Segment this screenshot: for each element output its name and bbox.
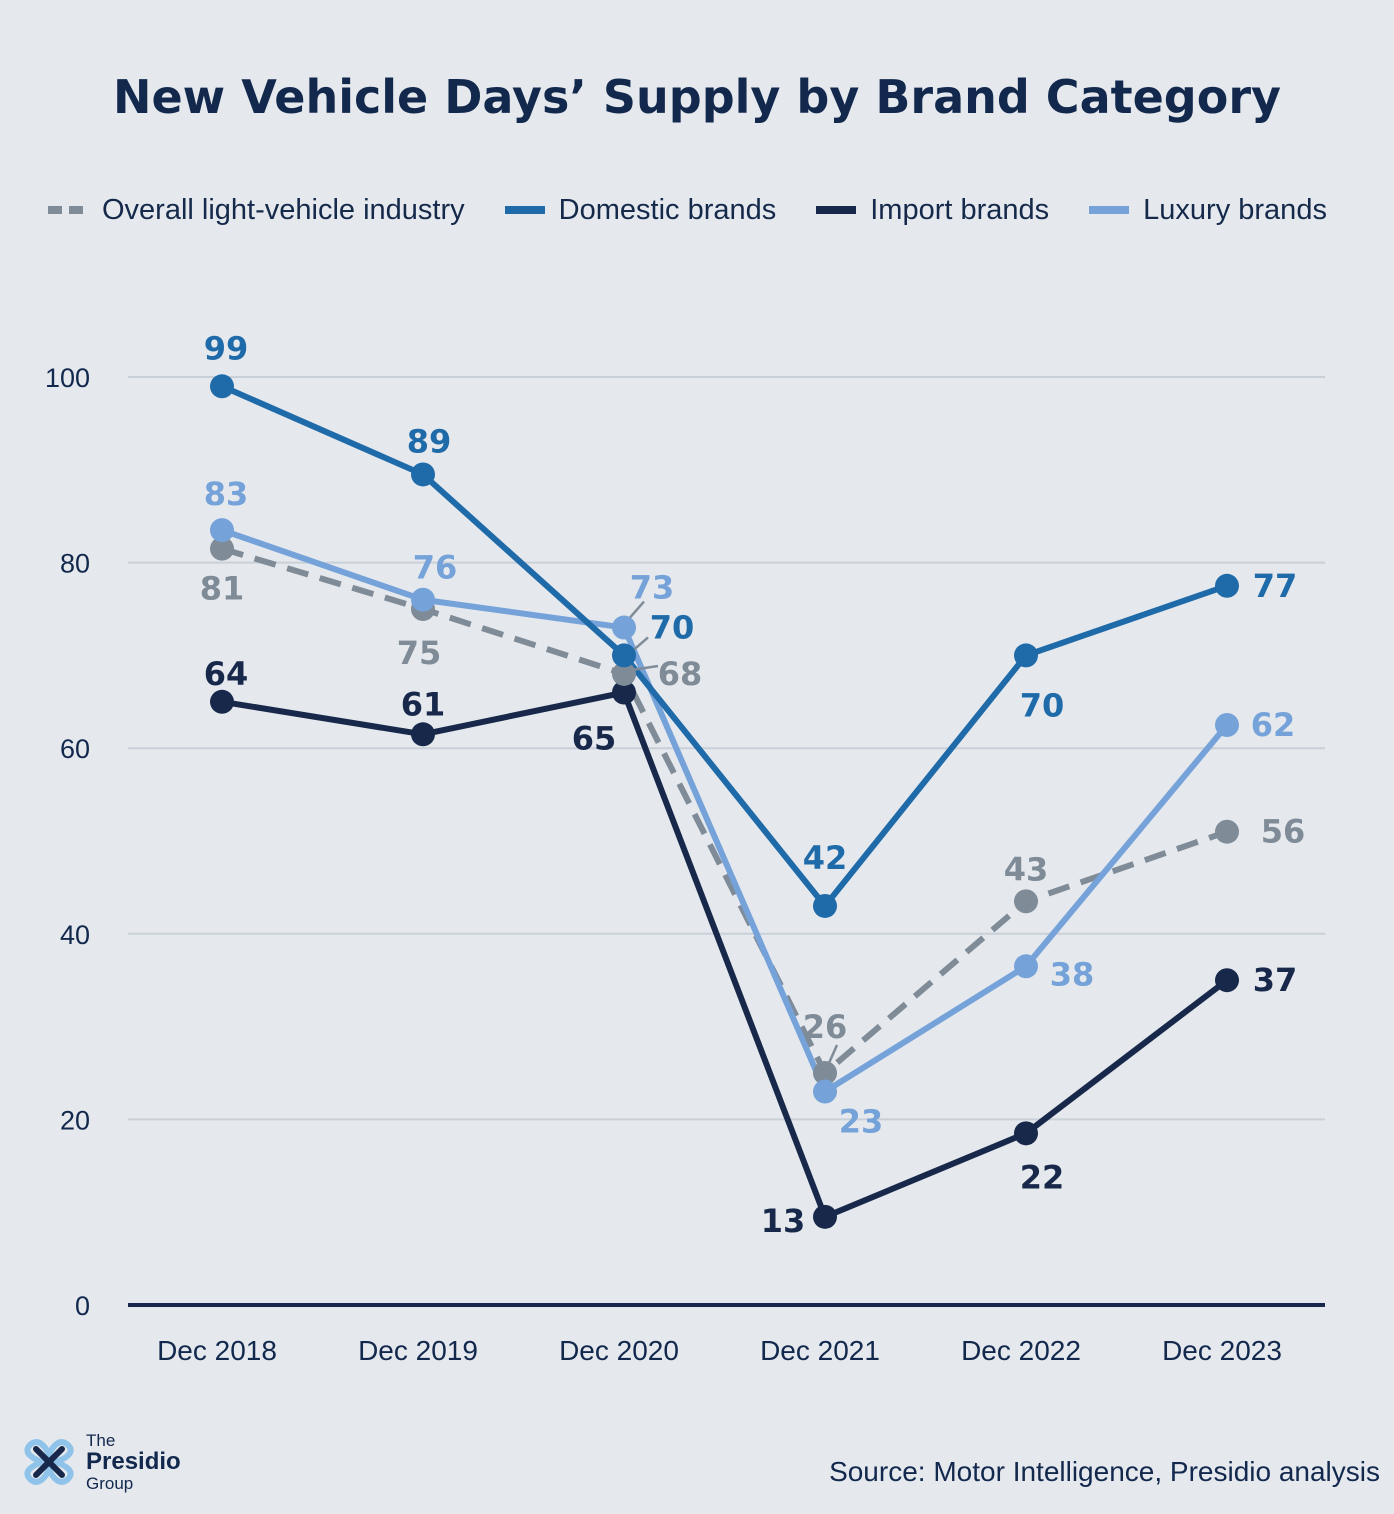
point-domestic (612, 643, 636, 668)
point-domestic (411, 462, 435, 487)
legend-item-luxury: Luxury brands (1089, 194, 1327, 227)
point-overall (1014, 889, 1038, 914)
point-overall (813, 1061, 837, 1085)
point-import (1215, 968, 1239, 993)
chart-title: New Vehicle Days’ Supply by Brand Catego… (112, 70, 1281, 124)
source-note: Source: Motor Intelligence, Presidio ana… (829, 1456, 1380, 1487)
legend-item-import: Import brands (816, 194, 1049, 227)
label-leader-lines (629, 600, 839, 1064)
logo-group: Group (86, 1474, 134, 1493)
data-label-import: 61 (401, 685, 446, 723)
data-label-luxury: 76 (413, 549, 458, 587)
data-labels: 81 75 68 26 43 56 99 89 70 42 70 77 64 61 65 13 22 37 83 76… (200, 329, 1306, 1240)
y-tick-label: 100 (45, 363, 90, 393)
data-label-luxury: 83 (204, 475, 249, 513)
data-label-domestic: 42 (803, 839, 848, 877)
gridlines (128, 376, 1325, 1307)
x-tick-label: Dec 2023 (1162, 1335, 1282, 1366)
point-domestic (1215, 573, 1239, 598)
legend-label-domestic: Domestic brands (558, 193, 777, 226)
line-overall (221, 545, 1228, 1076)
data-label-import: 13 (761, 1202, 806, 1240)
logo-wordmark: The Presidio Group (86, 1432, 181, 1492)
legend-swatch-domestic (504, 206, 545, 214)
point-luxury (1014, 954, 1038, 979)
legend: Overall light-vehicle industry Domestic … (48, 190, 1327, 230)
data-label-import: 64 (204, 655, 249, 693)
x-tick-label: Dec 2022 (961, 1335, 1081, 1366)
leader-line (827, 1044, 839, 1064)
data-label-overall: 26 (803, 1008, 848, 1046)
y-axis-tick-labels: 0 20 40 60 80 100 (45, 363, 90, 1321)
data-label-overall: 43 (1004, 850, 1049, 888)
x-axis-tick-labels: Dec 2018 Dec 2019 Dec 2020 Dec 2021 Dec 2022… (157, 1335, 1282, 1366)
leader-line (631, 636, 649, 653)
point-overall (612, 661, 636, 686)
point-import (210, 689, 234, 714)
data-label-overall: 68 (658, 655, 703, 693)
legend-swatch-import (816, 206, 857, 214)
data-label-overall: 75 (397, 634, 442, 672)
x-tick-label: Dec 2019 (358, 1335, 478, 1366)
line-import (221, 689, 1229, 1220)
data-label-overall: 81 (200, 570, 245, 608)
legend-swatch-overall (48, 206, 88, 214)
data-label-luxury: 73 (630, 569, 675, 607)
series-points (210, 374, 1239, 1229)
data-label-domestic: 70 (650, 608, 695, 646)
x-tick-label: Dec 2021 (760, 1335, 880, 1366)
legend-label-import: Import brands (870, 193, 1050, 226)
x-tick-label: Dec 2018 (157, 1335, 277, 1366)
leader-line (629, 600, 645, 619)
line-luxury (221, 527, 1230, 1095)
point-luxury (411, 587, 435, 612)
line-domestic (220, 383, 1228, 909)
point-import (612, 680, 636, 705)
legend-item-domestic: Domestic brands (504, 193, 777, 227)
leader-line (631, 664, 659, 672)
x-tick-label: Dec 2020 (559, 1335, 679, 1366)
y-tick-label: 20 (60, 1105, 90, 1135)
y-tick-label: 40 (60, 920, 90, 950)
point-overall (210, 536, 234, 561)
point-import (411, 722, 435, 747)
data-label-import: 37 (1253, 961, 1298, 999)
y-tick-label: 60 (60, 734, 90, 764)
point-luxury (210, 518, 234, 543)
logo-presidio: Presidio (86, 1448, 181, 1475)
data-label-luxury: 62 (1251, 706, 1296, 744)
point-domestic (813, 893, 837, 918)
legend-item-overall: Overall light-vehicle industry (48, 194, 465, 227)
point-domestic (210, 374, 234, 399)
series-lines (220, 383, 1230, 1220)
point-overall (1215, 819, 1239, 844)
presidio-logo-mark-icon (24, 1439, 74, 1485)
presidio-logo: The Presidio Group (20, 1432, 181, 1492)
point-domestic (1014, 643, 1038, 668)
data-label-domestic: 77 (1253, 567, 1298, 605)
data-label-import: 65 (572, 720, 617, 758)
data-label-luxury: 23 (839, 1103, 884, 1141)
y-tick-label: 0 (75, 1291, 90, 1321)
point-luxury (813, 1079, 837, 1104)
legend-label-overall: Overall light-vehicle industry (102, 193, 465, 226)
data-label-import: 22 (1020, 1158, 1065, 1196)
y-tick-label: 80 (60, 549, 90, 579)
legend-swatch-luxury (1089, 206, 1130, 214)
data-label-domestic: 89 (407, 422, 452, 460)
logo-the: The (86, 1431, 116, 1450)
data-label-domestic: 99 (204, 329, 249, 367)
point-luxury (612, 615, 636, 640)
point-import (1014, 1121, 1038, 1146)
data-label-domestic: 70 (1020, 686, 1065, 724)
data-label-luxury: 38 (1050, 955, 1095, 993)
point-luxury (1215, 713, 1239, 737)
point-import (813, 1204, 837, 1229)
data-label-overall: 56 (1261, 813, 1306, 851)
legend-label-luxury: Luxury brands (1143, 193, 1327, 226)
